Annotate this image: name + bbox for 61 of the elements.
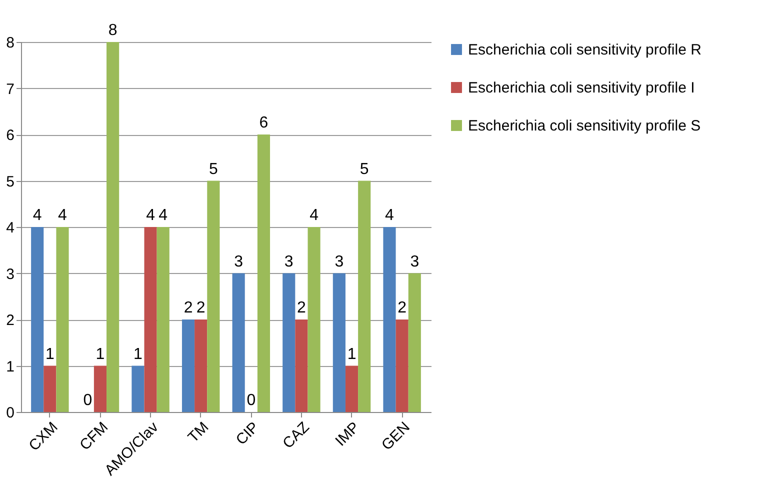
bar: [94, 366, 107, 412]
bar: [332, 273, 346, 412]
data-label: 4: [32, 207, 42, 224]
data-label: 4: [146, 207, 156, 224]
legend-label: Escherichia coli sensitivity profile R: [468, 42, 702, 58]
bar: [408, 273, 421, 412]
data-label: 8: [108, 22, 118, 39]
bar: [132, 366, 144, 412]
data-label: 5: [360, 160, 369, 178]
data-label: 4: [310, 207, 319, 224]
data-label: 2: [297, 300, 306, 316]
bar: [31, 227, 44, 412]
legend-label: Escherichia coli sensitivity profile I: [468, 80, 695, 96]
x-tick-label: CIP: [232, 418, 262, 448]
y-tick-label: 1: [6, 358, 14, 376]
x-tick-label: IMP: [332, 418, 364, 450]
y-tick-label: 3: [6, 266, 14, 283]
data-label: 3: [284, 253, 294, 270]
y-tick-label: 4: [6, 220, 14, 236]
bar: [282, 273, 296, 412]
bar: [383, 227, 396, 412]
y-tick-label: 8: [6, 34, 14, 52]
data-label: 3: [334, 253, 344, 270]
bar: [56, 227, 69, 412]
bar: [44, 366, 56, 412]
data-label: 2: [398, 300, 407, 316]
bar: [194, 320, 208, 412]
y-tick-label: 7: [6, 80, 14, 98]
data-label: 6: [259, 114, 268, 132]
data-label: 1: [134, 346, 143, 363]
y-tick-label: 5: [6, 173, 14, 190]
data-label: 3: [410, 253, 420, 270]
y-tick-label: 2: [6, 312, 14, 329]
data-label: 4: [385, 207, 394, 224]
data-label: 1: [45, 346, 54, 363]
bar: [295, 320, 308, 412]
data-label: 0: [246, 392, 256, 409]
bar: [232, 273, 245, 412]
bar: [144, 227, 157, 412]
bar: [257, 134, 270, 412]
data-label: 2: [184, 300, 193, 316]
x-tick-label: TM: [184, 418, 212, 446]
bar: [207, 180, 220, 412]
bar: [358, 180, 371, 412]
data-label: 1: [347, 346, 356, 363]
bar: [345, 366, 358, 412]
legend-label: Escherichia coli sensitivity profile S: [468, 118, 701, 134]
bar: [396, 320, 408, 412]
data-label: 3: [234, 253, 244, 270]
data-label: 2: [196, 300, 206, 316]
bar: [106, 42, 120, 412]
bar: [156, 227, 170, 412]
data-label: 4: [158, 207, 168, 224]
bar: [182, 320, 195, 412]
data-label: 5: [208, 160, 218, 178]
data-label: 4: [58, 207, 68, 224]
y-tick-label: 6: [6, 127, 14, 144]
bar: [308, 227, 320, 412]
y-tick-label: 0: [6, 404, 14, 422]
data-label: 0: [83, 392, 92, 409]
data-label: 1: [96, 346, 105, 363]
